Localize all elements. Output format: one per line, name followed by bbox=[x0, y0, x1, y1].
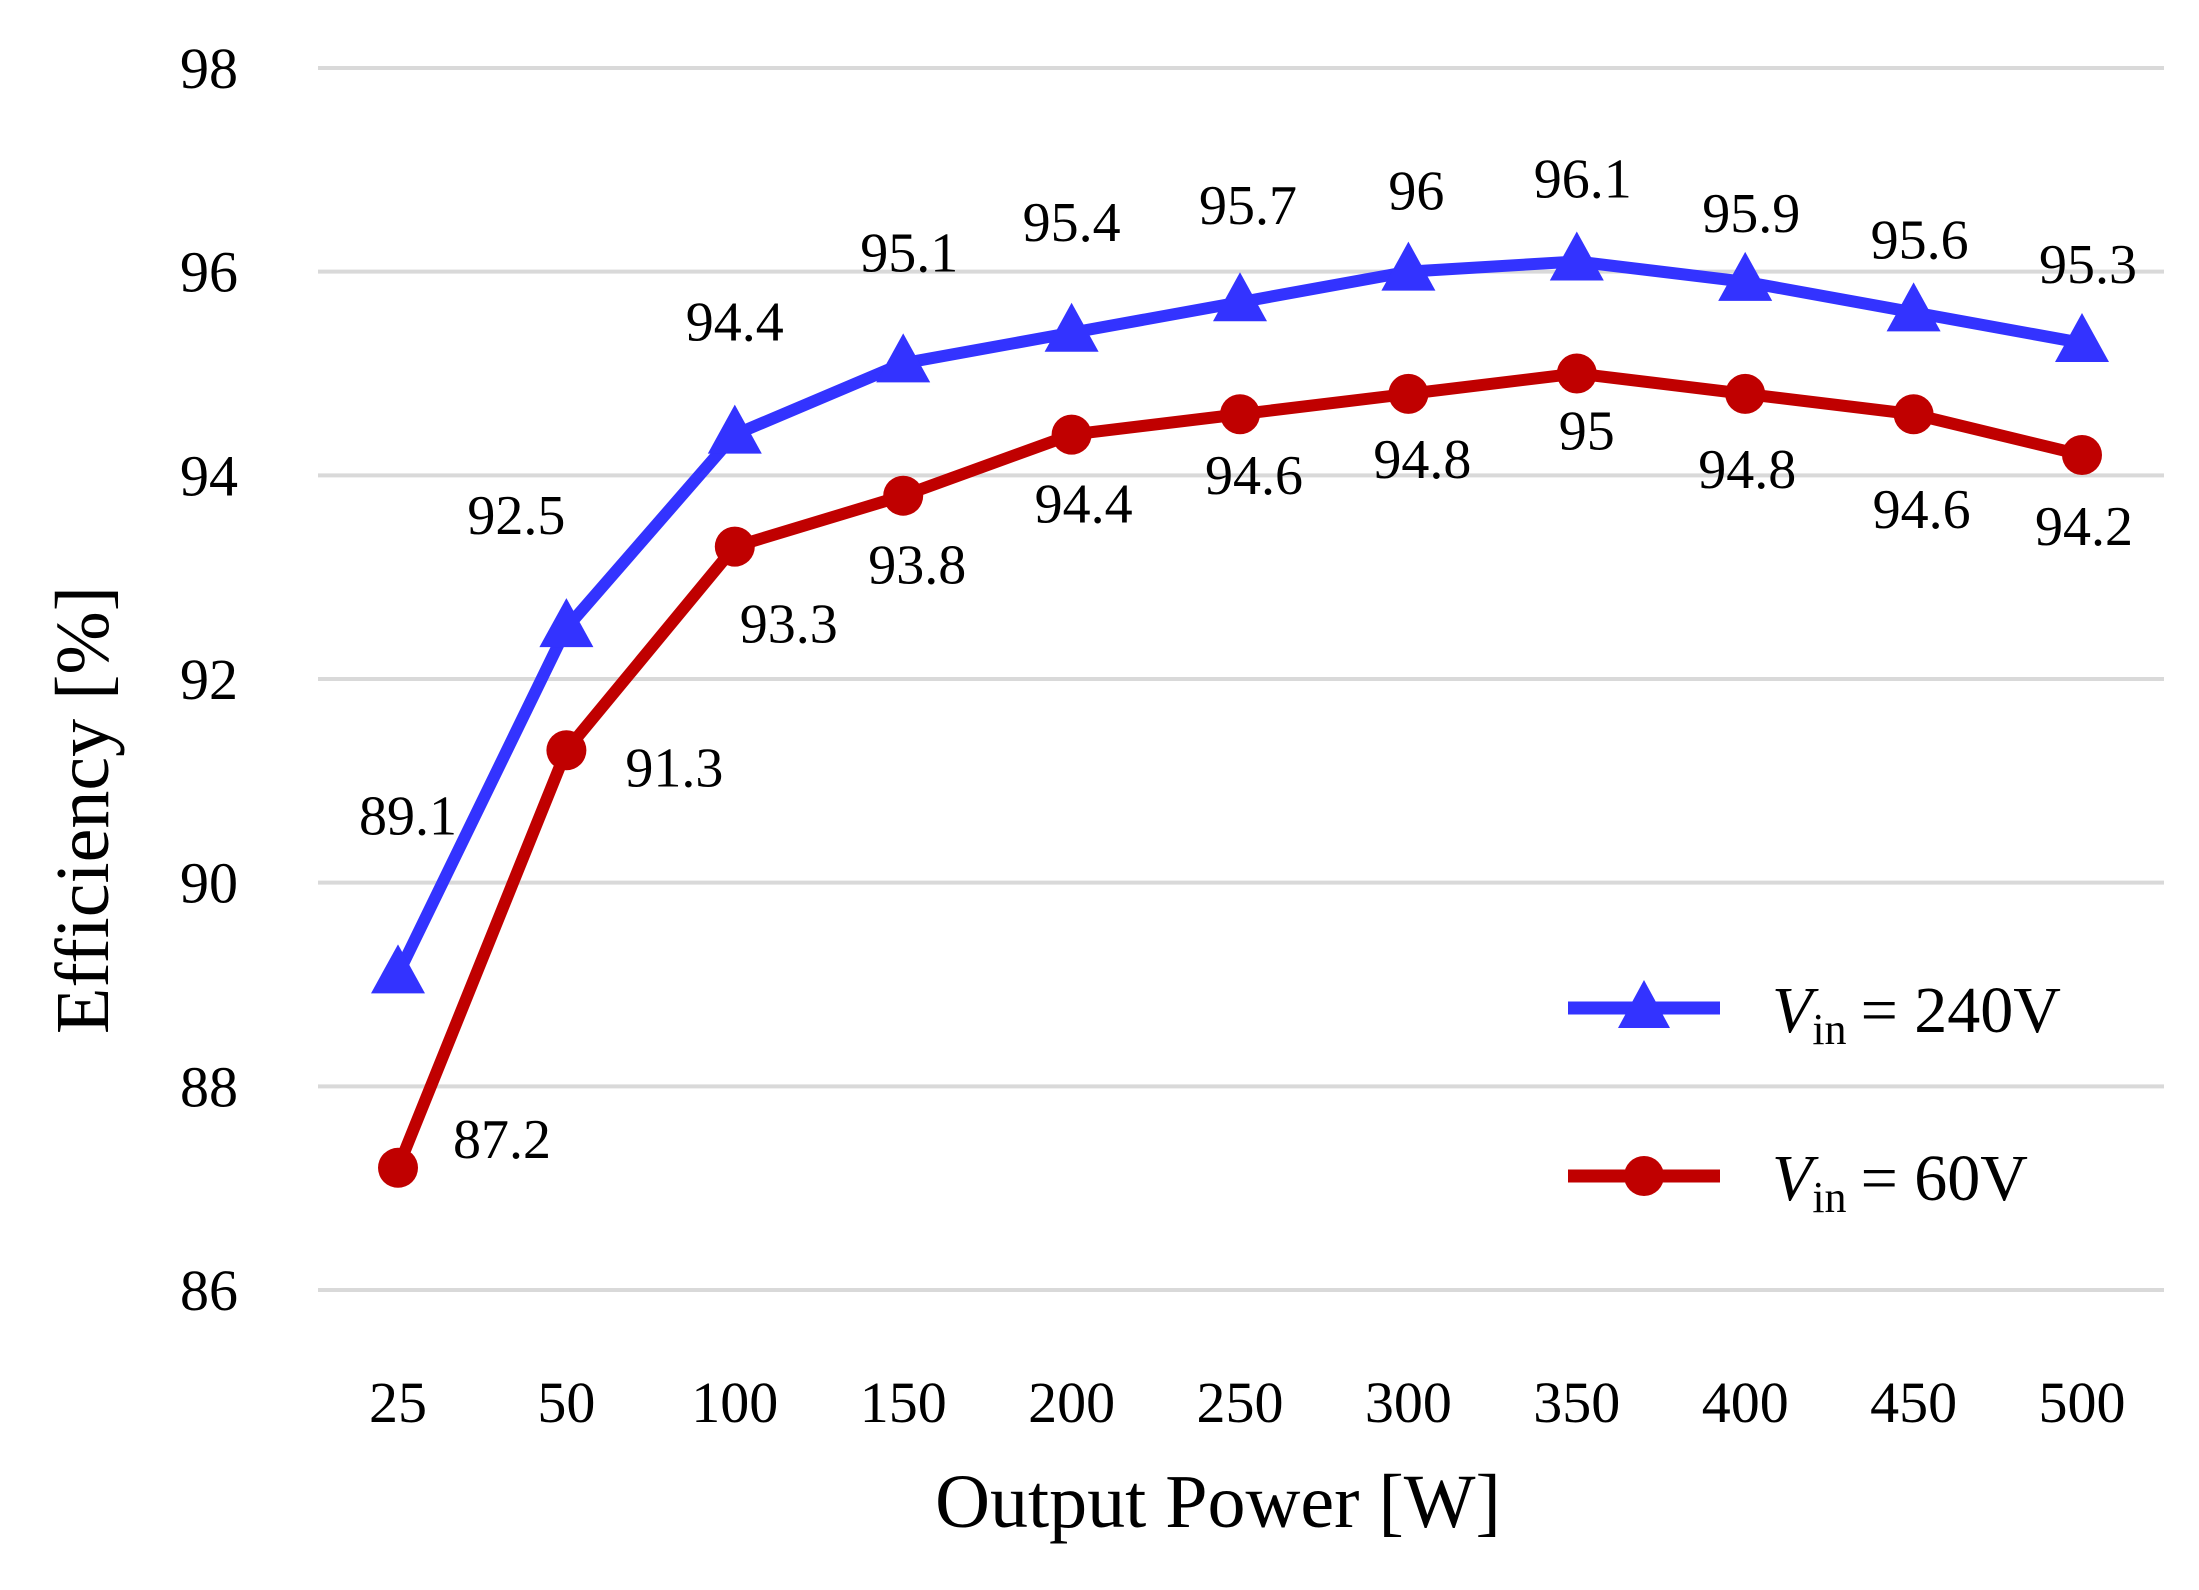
marker-1-200 bbox=[1051, 414, 1092, 455]
marker-0-200 bbox=[1044, 302, 1099, 352]
y-tick-label-92: 92 bbox=[180, 647, 238, 712]
y-tick-labels: 86 88 90 92 94 96 98 bbox=[180, 36, 238, 1323]
legend-label-240v: Vin = 240V bbox=[1772, 974, 2061, 1054]
legend-symbol-60v: V bbox=[1772, 1142, 1819, 1215]
data-label-1-50: 91.3 bbox=[625, 737, 723, 799]
legend-value-240v: = 240V bbox=[1861, 974, 2061, 1047]
x-tick-labels: 25 50 100 150 200 250 300 350 400 450 500 bbox=[369, 1370, 2126, 1435]
data-label-1-150: 93.8 bbox=[868, 535, 966, 597]
marker-1-400 bbox=[1725, 373, 1766, 414]
legend: Vin = 240V Vin = 60V bbox=[1568, 974, 2061, 1222]
data-label-0-100: 94.4 bbox=[686, 292, 784, 354]
marker-0-100 bbox=[707, 404, 762, 454]
data-label-1-25: 87.2 bbox=[453, 1109, 551, 1171]
legend-value-60v: = 60V bbox=[1861, 1142, 2028, 1215]
data-label-0-450: 95.6 bbox=[1871, 209, 1969, 271]
x-axis-title: Output Power [W] bbox=[935, 1460, 1501, 1544]
x-tick-label-400: 400 bbox=[1702, 1370, 1789, 1435]
data-label-0-400: 95.9 bbox=[1702, 183, 1800, 245]
data-label-1-400: 94.8 bbox=[1698, 439, 1796, 501]
marker-1-100 bbox=[714, 526, 755, 567]
marker-1-300 bbox=[1388, 373, 1429, 414]
data-label-1-500: 94.2 bbox=[2035, 496, 2133, 558]
marker-0-400 bbox=[1718, 251, 1773, 301]
marker-0-350 bbox=[1549, 231, 1604, 281]
legend-subscript-60v: in bbox=[1812, 1173, 1846, 1222]
marker-1-450 bbox=[1893, 394, 1934, 435]
data-label-0-200: 95.4 bbox=[1023, 192, 1121, 254]
legend-triangle-marker bbox=[1618, 980, 1670, 1028]
x-tick-label-300: 300 bbox=[1365, 1370, 1452, 1435]
legend-item-60v: Vin = 60V bbox=[1568, 1142, 2028, 1222]
marker-0-25 bbox=[371, 944, 425, 994]
data-label-1-200: 94.4 bbox=[1035, 474, 1133, 536]
data-label-0-350: 96.1 bbox=[1534, 148, 1632, 210]
marker-0-300 bbox=[1381, 241, 1436, 291]
x-tick-label-200: 200 bbox=[1028, 1370, 1115, 1435]
legend-subscript-240v: in bbox=[1812, 1005, 1846, 1054]
legend-label-60v: Vin = 60V bbox=[1772, 1142, 2028, 1222]
y-tick-label-86: 86 bbox=[180, 1258, 238, 1323]
x-tick-label-150: 150 bbox=[860, 1370, 947, 1435]
x-tick-label-350: 350 bbox=[1533, 1370, 1620, 1435]
data-label-1-250: 94.6 bbox=[1205, 445, 1303, 507]
data-labels: 89.1 92.5 94.4 95.1 95.4 95.7 96 96.1 95.9 95.6 95… bbox=[359, 148, 2137, 1170]
x-tick-label-250: 250 bbox=[1197, 1370, 1284, 1435]
x-tick-label-50: 50 bbox=[537, 1370, 595, 1435]
data-label-0-250: 95.7 bbox=[1199, 175, 1297, 237]
marker-1-25 bbox=[378, 1147, 418, 1188]
y-tick-label-90: 90 bbox=[180, 851, 238, 916]
data-label-0-150: 95.1 bbox=[860, 222, 958, 284]
y-tick-label-88: 88 bbox=[180, 1054, 238, 1119]
x-tick-label-25: 25 bbox=[369, 1370, 427, 1435]
series-line-0 bbox=[392, 255, 2088, 981]
x-tick-label-450: 450 bbox=[1870, 1370, 1957, 1435]
marker-1-50 bbox=[546, 730, 587, 771]
marker-0-50 bbox=[539, 598, 594, 648]
y-tick-label-94: 94 bbox=[180, 443, 238, 508]
marker-1-150 bbox=[883, 475, 924, 516]
x-tick-label-500: 500 bbox=[2039, 1370, 2126, 1435]
data-label-1-350: 95 bbox=[1559, 401, 1615, 463]
legend-circle-marker bbox=[1624, 1156, 1664, 1196]
legend-item-240v: Vin = 240V bbox=[1568, 974, 2061, 1054]
marker-0-500 bbox=[2055, 312, 2109, 362]
y-tick-label-98: 98 bbox=[180, 36, 238, 101]
data-label-0-300: 96 bbox=[1388, 161, 1444, 223]
data-label-1-450: 94.6 bbox=[1873, 479, 1971, 541]
x-tick-label-100: 100 bbox=[691, 1370, 778, 1435]
marker-0-450 bbox=[1886, 282, 1941, 332]
marker-1-500 bbox=[2062, 434, 2102, 475]
data-label-0-25: 89.1 bbox=[359, 785, 457, 847]
y-tick-label-96: 96 bbox=[180, 240, 238, 305]
data-label-0-500: 95.3 bbox=[2039, 234, 2137, 296]
y-axis-title: Efficiency [%] bbox=[41, 586, 125, 1034]
data-label-0-50: 92.5 bbox=[467, 485, 565, 547]
data-label-1-300: 94.8 bbox=[1373, 429, 1471, 491]
marker-0-150 bbox=[876, 333, 931, 383]
marker-0-250 bbox=[1213, 272, 1267, 322]
legend-symbol-240v: V bbox=[1772, 974, 1819, 1047]
marker-1-350 bbox=[1556, 353, 1597, 394]
marker-1-250 bbox=[1220, 394, 1260, 435]
series-lines bbox=[371, 231, 2109, 1188]
data-label-1-100: 93.3 bbox=[740, 594, 838, 656]
